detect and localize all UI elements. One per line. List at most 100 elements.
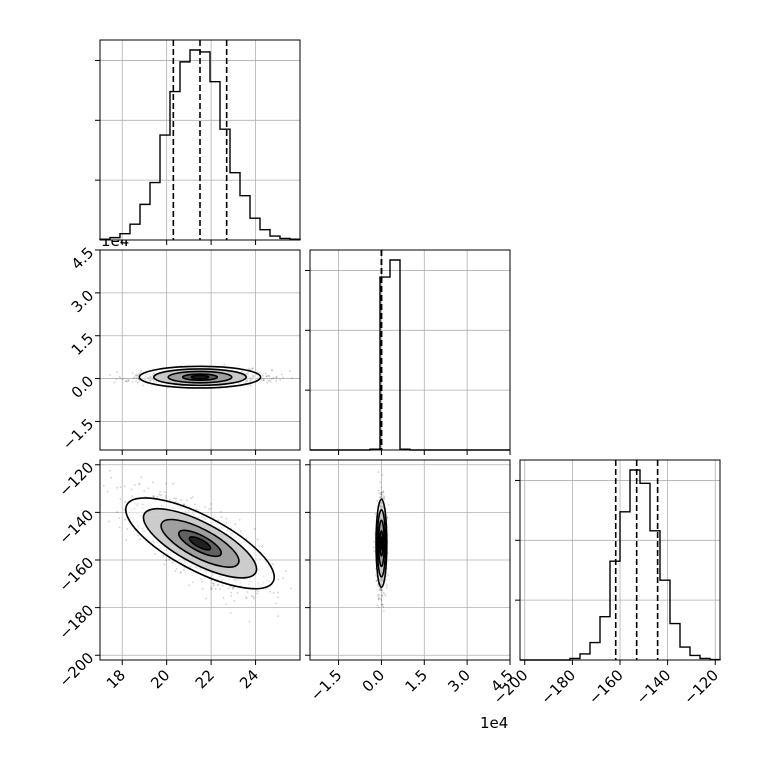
- scatter-point: [142, 384, 145, 387]
- scatter-point: [379, 496, 381, 498]
- scatter-point: [227, 587, 230, 590]
- scatter-point: [378, 594, 381, 596]
- scatter-point: [376, 500, 378, 502]
- scatter-point: [183, 503, 186, 506]
- scatter-point: [249, 384, 252, 387]
- scatter-point: [136, 381, 139, 384]
- scatter-point: [381, 493, 383, 496]
- scatter-point: [375, 574, 377, 576]
- scatter-point: [275, 376, 278, 379]
- scatter-point: [385, 586, 388, 589]
- scatter-point: [139, 372, 142, 374]
- scatter-point: [143, 490, 146, 492]
- scatter-point: [379, 493, 382, 496]
- scatter-point: [230, 594, 232, 597]
- scatter-point: [377, 598, 380, 601]
- scatter-point: [188, 584, 190, 587]
- scatter-point: [137, 534, 140, 537]
- x-tick-label-3: 24: [236, 666, 262, 692]
- panel-frame: [99, 249, 301, 451]
- y-tick-label-0: −1.5: [59, 415, 97, 453]
- x-tick-label-2: −160: [585, 666, 627, 708]
- scatter-point: [382, 610, 385, 612]
- scatter-point: [214, 588, 217, 590]
- scatter-point: [121, 378, 124, 381]
- scatter-point: [139, 538, 142, 541]
- scatter-point: [210, 507, 213, 510]
- scatter-point: [164, 495, 167, 497]
- scatter-point: [251, 367, 254, 370]
- scatter-point: [279, 379, 282, 381]
- scatter-point: [194, 503, 196, 506]
- scatter-point: [210, 579, 213, 582]
- scatter-point: [381, 491, 384, 494]
- scatter-point: [379, 598, 382, 600]
- scatter-point: [381, 589, 384, 592]
- scatter-point: [387, 574, 389, 576]
- scatter-point: [109, 374, 112, 376]
- scatter-point: [163, 563, 166, 566]
- scatter-point: [380, 486, 383, 489]
- x-tick-label-0: −1.5: [307, 666, 345, 704]
- scatter-point: [225, 603, 228, 606]
- scatter-point: [138, 482, 141, 485]
- scatter-point: [381, 594, 384, 597]
- x-tick-label-2: 1.5: [402, 666, 432, 696]
- scatter-point: [261, 374, 264, 377]
- scatter-point: [132, 377, 135, 380]
- scatter-point: [229, 585, 232, 588]
- scatter-point: [248, 367, 251, 370]
- scatter-point: [191, 496, 194, 498]
- scatter-point: [270, 378, 273, 380]
- scatter-point: [258, 545, 261, 548]
- scatter-point: [110, 476, 113, 479]
- scatter-point: [123, 485, 126, 488]
- scatter-point: [232, 586, 235, 589]
- scatter-point: [219, 510, 222, 513]
- scatter-point: [285, 570, 287, 572]
- scatter-point: [381, 473, 384, 476]
- scatter-point: [166, 386, 169, 389]
- scatter-point: [267, 379, 270, 382]
- scatter-point: [277, 615, 280, 617]
- scatter-point: [173, 497, 176, 500]
- scatter-point: [380, 491, 383, 494]
- scatter-point: [268, 379, 271, 382]
- scatter-point: [225, 517, 228, 520]
- scatter-point: [387, 503, 390, 506]
- scatter-point: [277, 596, 279, 599]
- scatter-point: [135, 377, 138, 379]
- scatter-point: [383, 592, 386, 595]
- scatter-point: [383, 498, 386, 501]
- scatter-point: [269, 380, 272, 383]
- scatter-point: [159, 491, 161, 493]
- panel-2-2: −200 −180 −160 −140 −120: [490, 459, 722, 708]
- scatter-point: [275, 602, 278, 605]
- scatter-point: [245, 596, 248, 599]
- scatter-point: [172, 482, 175, 485]
- scatter-point: [134, 484, 136, 486]
- scatter-point: [183, 569, 185, 571]
- scatter-point: [160, 494, 163, 496]
- scatter-point: [119, 486, 122, 488]
- scatter-point: [116, 486, 119, 489]
- scatter-point: [265, 375, 268, 377]
- scatter-point: [210, 588, 212, 590]
- scatter-point: [138, 379, 141, 382]
- scatter-point: [162, 554, 165, 557]
- panel-1-0: −1.50.01.53.04.5: [59, 244, 301, 455]
- scatter-point: [378, 588, 381, 591]
- scatter-point: [382, 496, 385, 499]
- scatter-point: [119, 377, 122, 380]
- scatter-point: [377, 593, 380, 596]
- scatter-point: [147, 487, 150, 490]
- scatter-point: [221, 584, 224, 587]
- scatter-point: [262, 378, 265, 381]
- x-tick-label-1: 20: [147, 666, 173, 692]
- y-tick-label-2: −160: [56, 554, 98, 596]
- scatter-point: [123, 518, 126, 521]
- scatter-point: [376, 604, 379, 606]
- scatter-point: [168, 499, 171, 501]
- scatter-point: [210, 503, 213, 505]
- y-tick-label-3: 3.0: [68, 286, 98, 316]
